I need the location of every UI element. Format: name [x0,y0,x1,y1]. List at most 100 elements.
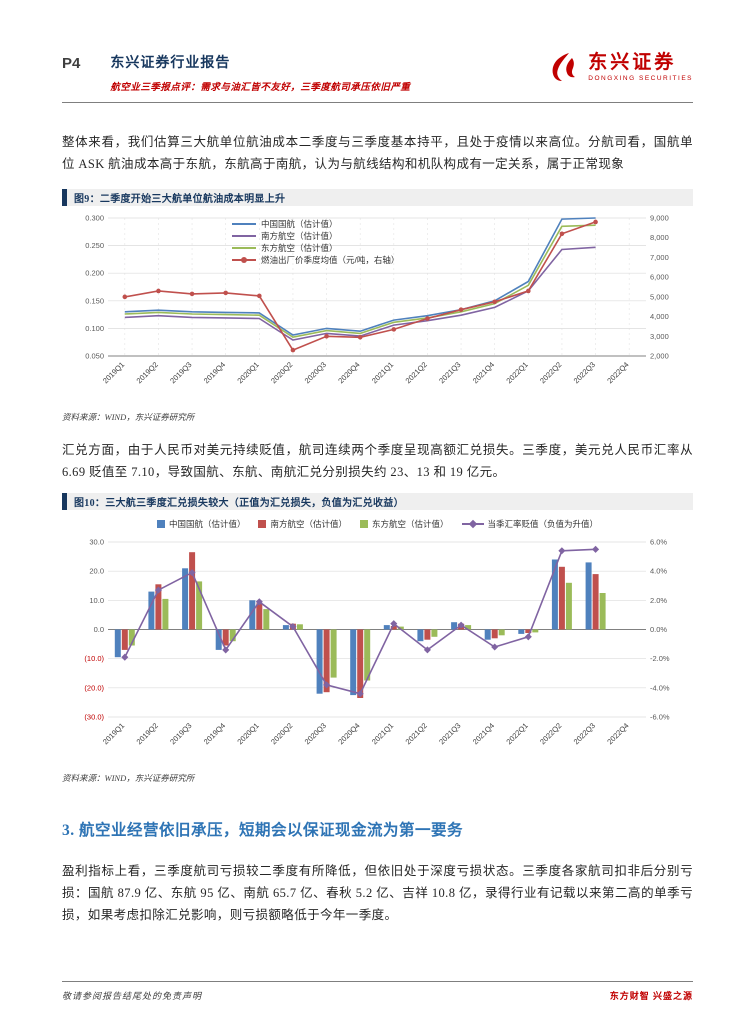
svg-text:2,000: 2,000 [650,352,669,361]
svg-text:0.0%: 0.0% [650,625,667,634]
svg-text:(10.0): (10.0) [84,654,104,663]
report-subtitle: 航空业三季报点评：需求与油汇皆不友好，三季度航司承压依旧严重 [110,83,411,93]
figure9-title-bar: 图9：二季度开始三大航单位航油成本明显上升 [62,189,693,206]
svg-text:30.0: 30.0 [89,538,104,547]
svg-text:2021Q2: 2021Q2 [404,360,429,385]
svg-text:-2.0%: -2.0% [650,654,670,663]
brand-text: 东兴证券 DONGXING SECURITIES [588,53,693,82]
svg-text:2020Q3: 2020Q3 [303,721,328,746]
svg-text:2022Q1: 2022Q1 [504,360,529,385]
figure9-source: 资料来源：WIND，东兴证券研究所 [62,412,195,422]
legend-item: 中国国航（估计值） [232,218,399,230]
svg-text:0.300: 0.300 [85,214,104,223]
svg-text:6,000: 6,000 [650,273,669,282]
svg-text:(20.0): (20.0) [84,683,104,692]
brand-name-en: DONGXING SECURITIES [588,74,693,82]
svg-text:2019Q1: 2019Q1 [101,360,126,385]
figure10-title: 图10：三大航三季度汇兑损失较大（正值为汇兑损失，负值为汇兑收益） [74,498,404,509]
svg-text:2022Q3: 2022Q3 [572,721,597,746]
paragraph-fuel-cost: 整体来看，我们估算三大航单位航油成本二季度与三季度基本持平，且处于疫情以来高位。… [62,135,693,171]
legend-item: 燃油出厂价季度均值（元/吨，右轴） [232,254,399,266]
svg-text:2020Q2: 2020Q2 [269,721,294,746]
svg-text:2020Q1: 2020Q1 [235,721,260,746]
svg-text:(30.0): (30.0) [84,713,104,722]
svg-text:5,000: 5,000 [650,292,669,301]
svg-text:2021Q1: 2021Q1 [370,721,395,746]
svg-text:2021Q1: 2021Q1 [370,360,395,385]
svg-text:8,000: 8,000 [650,233,669,242]
page-content: P4 东兴证券行业报告 航空业三季报点评：需求与油汇皆不友好，三季度航司承压依旧… [62,0,693,922]
svg-text:2020Q3: 2020Q3 [303,360,328,385]
svg-text:2019Q4: 2019Q4 [202,721,227,746]
svg-text:2.0%: 2.0% [650,596,667,605]
svg-text:0.050: 0.050 [85,352,104,361]
figure9-legend: 中国国航（估计值） 南方航空（估计值） 东方航空（估计值） 燃油出厂价季度均值（元/吨… [232,218,399,266]
svg-text:-4.0%: -4.0% [650,683,670,692]
svg-text:2019Q1: 2019Q1 [101,721,126,746]
legend-item: 东方航空（估计值） [232,242,399,254]
svg-text:6.0%: 6.0% [650,538,667,547]
svg-text:2022Q2: 2022Q2 [538,721,563,746]
figure-title-accent [62,493,67,510]
svg-text:2022Q2: 2022Q2 [538,360,563,385]
svg-text:2019Q4: 2019Q4 [202,360,227,385]
figure9-title: 图9：二季度开始三大航单位航油成本明显上升 [74,194,286,205]
svg-text:0.150: 0.150 [85,296,104,305]
svg-text:3,000: 3,000 [650,332,669,341]
paragraph-fx-loss: 汇兑方面，由于人民币对美元持续贬值，航司连续两个季度呈现高额汇兑损失。三季度，美… [62,443,693,479]
svg-text:7,000: 7,000 [650,253,669,262]
figure9-chart: 2019Q1 2019Q2 2019Q3 2019Q4 2020Q1 2020Q2 2020… [62,208,693,411]
section-3-heading: 3. 航空业经营依旧承压，短期会以保证现金流为第一要务 [62,822,464,839]
svg-text:2019Q3: 2019Q3 [168,360,193,385]
legend-item: 南方航空（估计值） [258,518,347,530]
svg-text:4.0%: 4.0% [650,567,667,576]
header-divider [62,102,693,103]
svg-text:20.0: 20.0 [89,567,104,576]
disclaimer-note: 敬请参阅报告结尾处的免责声明 [62,991,203,1001]
brand-logo: 东兴证券 DONGXING SECURITIES [547,52,693,82]
figure10-title-bar: 图10：三大航三季度汇兑损失较大（正值为汇兑损失，负值为汇兑收益） [62,493,693,510]
legend-item: 中国国航（估计值） [156,518,245,530]
fx-loss-bar-chart: 30.0 20.0 10.0 0.0 (10.0) (20.0) (30.0) 6.0% 4.0… [84,538,670,747]
svg-text:0.100: 0.100 [85,324,104,333]
figure10-source: 资料来源：WIND，东兴证券研究所 [62,773,195,783]
svg-text:2020Q4: 2020Q4 [336,360,361,385]
legend-item: 东方航空（估计值） [360,518,449,530]
page-header: P4 东兴证券行业报告 航空业三季报点评：需求与油汇皆不友好，三季度航司承压依旧… [62,0,693,94]
fuel-cost-line-chart: 2019Q1 2019Q2 2019Q3 2019Q4 2020Q1 2020Q2 2020… [85,214,669,386]
figure-title-accent [62,189,67,206]
svg-text:10.0: 10.0 [89,596,104,605]
svg-text:2020Q1: 2020Q1 [235,360,260,385]
header-titles: 东兴证券行业报告 航空业三季报点评：需求与油汇皆不友好，三季度航司承压依旧严重 [110,52,547,93]
svg-text:2019Q2: 2019Q2 [135,721,160,746]
svg-text:2021Q4: 2021Q4 [471,721,496,746]
svg-text:2022Q4: 2022Q4 [605,721,630,746]
svg-text:2021Q2: 2021Q2 [404,721,429,746]
svg-text:9,000: 9,000 [650,214,669,223]
report-type-title: 东兴证券行业报告 [110,56,231,71]
svg-text:2021Q3: 2021Q3 [437,360,462,385]
dongxing-flame-icon [552,53,576,81]
svg-text:2021Q3: 2021Q3 [437,721,462,746]
brand-name-cn: 东兴证券 [588,51,677,73]
svg-text:2021Q4: 2021Q4 [471,360,496,385]
figure10-chart: 30.0 20.0 10.0 0.0 (10.0) (20.0) (30.0) 6.0% 4.0… [62,532,693,772]
page-footer: 敬请参阅报告结尾处的免责声明 东方财智 兴盛之源 [62,981,693,1002]
svg-text:4,000: 4,000 [650,312,669,321]
footer-slogan: 东方财智 兴盛之源 [609,991,693,1001]
svg-text:2020Q4: 2020Q4 [336,721,361,746]
legend-item: 当季汇率贬值（负值为升值） [461,518,598,530]
svg-text:2020Q2: 2020Q2 [269,360,294,385]
svg-text:0.250: 0.250 [85,241,104,250]
figure10-legend: 中国国航（估计值） 南方航空（估计值） 东方航空（估计值） 当季汇率贬值（负值为升值） [62,518,693,530]
svg-text:0.0: 0.0 [94,625,104,634]
paragraph-profit: 盈利指标上看，三季度航司亏损较二季度有所降低，但依旧处于深度亏损状态。三季度各家… [62,864,693,922]
legend-item: 南方航空（估计值） [232,230,399,242]
svg-text:2019Q3: 2019Q3 [168,721,193,746]
svg-text:-6.0%: -6.0% [650,713,670,722]
svg-text:0.200: 0.200 [85,269,104,278]
svg-text:2022Q1: 2022Q1 [504,721,529,746]
svg-text:2019Q2: 2019Q2 [135,360,160,385]
page-number: P4 [62,55,81,72]
